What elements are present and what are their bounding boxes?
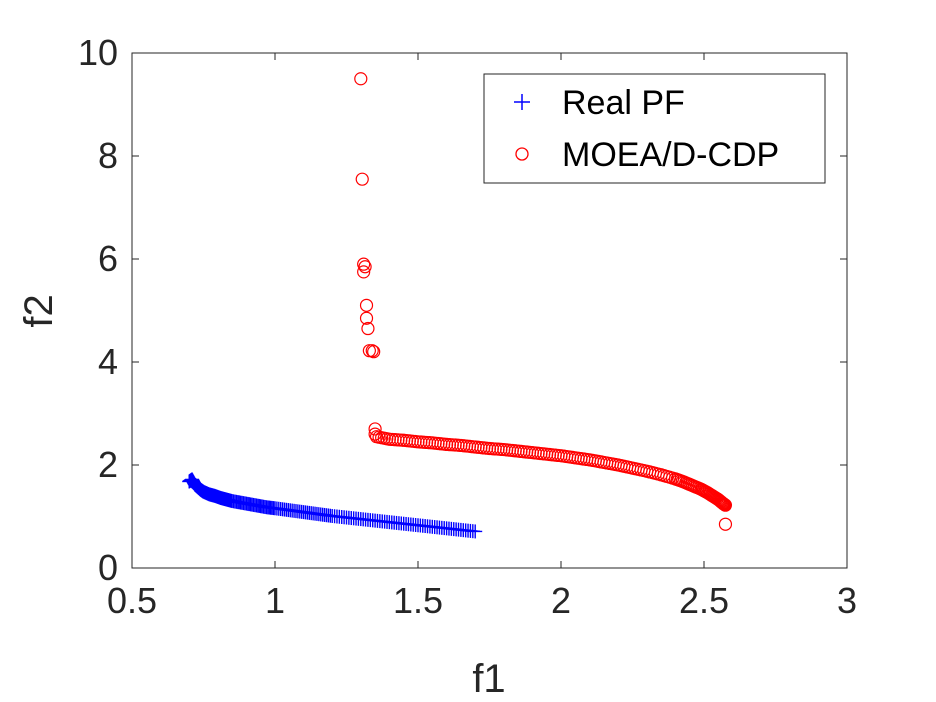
data-point-circle xyxy=(368,427,382,441)
y-tick-label: 4 xyxy=(98,341,118,382)
data-point-circle xyxy=(361,321,375,336)
legend-marker-plus xyxy=(514,94,530,110)
series-moead-cdp xyxy=(354,72,733,531)
legend-box xyxy=(483,73,826,184)
x-axis-ticks: 0.5 1 1.5 2 2.5 3 xyxy=(107,53,857,621)
x-tick-label: 2.5 xyxy=(679,580,729,621)
data-point-circle xyxy=(718,517,733,531)
legend: Real PF MOEA/D-CDP xyxy=(483,73,826,184)
y-axis-ticks: 0 2 4 6 8 10 xyxy=(78,32,847,588)
y-tick-label: 10 xyxy=(78,32,118,73)
x-tick-label: 2 xyxy=(551,580,571,621)
legend-label-moead-cdp: MOEA/D-CDP xyxy=(562,136,779,174)
data-point-circle xyxy=(357,265,371,279)
data-point-circle xyxy=(367,345,381,359)
y-tick-label: 2 xyxy=(98,444,118,485)
data-point-circle xyxy=(368,422,382,436)
x-tick-label: 0.5 xyxy=(107,580,157,621)
y-axis-label: f2 xyxy=(17,294,61,327)
data-point-circle xyxy=(359,298,374,312)
x-axis-label: f1 xyxy=(472,657,505,701)
series-layer xyxy=(182,72,733,539)
data-point-circle xyxy=(365,344,379,358)
data-point-circle xyxy=(355,172,369,186)
legend-marker-circle xyxy=(515,147,529,161)
data-point-circle xyxy=(358,260,372,274)
data-point-circle xyxy=(715,495,729,509)
data-point-circle xyxy=(359,311,374,325)
data-point-circle xyxy=(714,495,728,509)
x-tick-label: 1.5 xyxy=(393,580,443,621)
data-point-circle xyxy=(357,257,371,271)
y-tick-label: 0 xyxy=(98,547,118,588)
y-tick-label: 6 xyxy=(98,238,118,279)
x-tick-label: 1 xyxy=(265,580,285,621)
y-tick-label: 8 xyxy=(98,135,118,176)
data-point-plus xyxy=(468,524,483,539)
legend-label-real-pf: Real PF xyxy=(562,84,685,122)
data-point-circle xyxy=(354,72,368,86)
x-tick-label: 3 xyxy=(837,580,857,621)
series-real-pf xyxy=(182,472,483,539)
data-point-circle xyxy=(718,498,733,512)
